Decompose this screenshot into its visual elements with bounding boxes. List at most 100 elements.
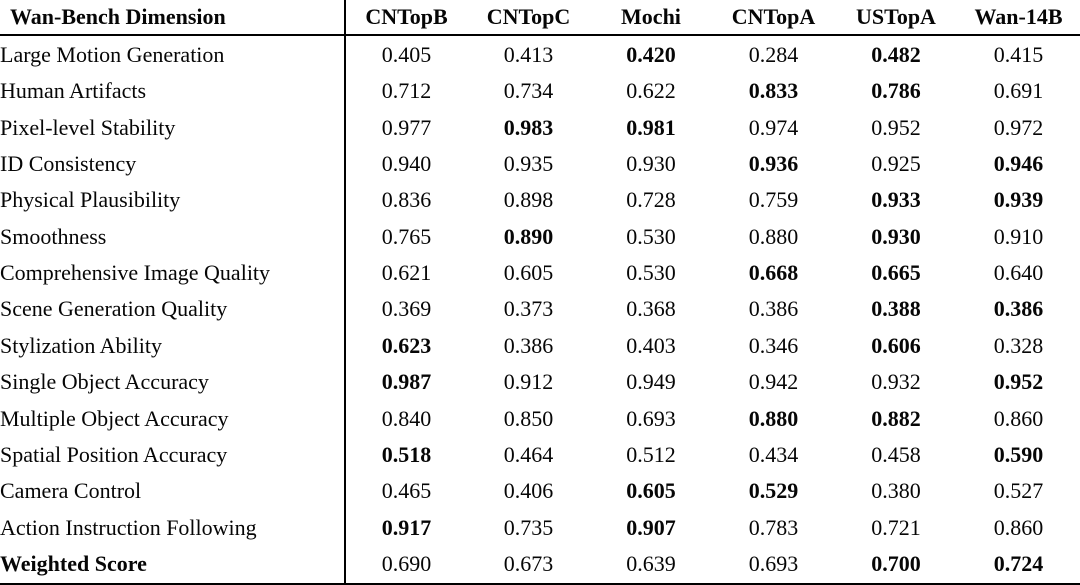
dimension-label: Smoothness bbox=[0, 223, 107, 249]
column-header-mochi: Mochi bbox=[590, 0, 712, 36]
score-cell: 0.621 bbox=[344, 254, 467, 292]
score-cell: 0.530 bbox=[626, 223, 676, 249]
table-row: Pixel-level Stability 0.977 0.983 0.981 0.97… bbox=[0, 109, 1080, 146]
dimension-label: Multiple Object Accuracy bbox=[0, 405, 229, 431]
score-cell: 0.691 bbox=[993, 78, 1044, 104]
dimension-label: Human Artifacts bbox=[0, 78, 147, 104]
score-cell: 0.328 bbox=[993, 332, 1044, 358]
column-header-cntopb: CNTopB bbox=[344, 0, 467, 36]
score-cell: 0.690 bbox=[344, 545, 467, 585]
column-header-cntopc: CNTopC bbox=[467, 0, 590, 36]
score-cell: 0.373 bbox=[503, 296, 554, 322]
score-cell: 0.724 bbox=[957, 545, 1080, 585]
score-cell: 0.380 bbox=[871, 478, 921, 504]
score-cell: 0.939 bbox=[993, 187, 1044, 213]
table-row: Physical Plausibility 0.836 0.898 0.728 0.75… bbox=[0, 182, 1080, 219]
score-cell: 0.700 bbox=[835, 545, 957, 585]
score-cell: 0.639 bbox=[590, 545, 712, 585]
score-cell: 0.850 bbox=[503, 405, 554, 431]
score-cell: 0.840 bbox=[344, 400, 467, 437]
score-cell: 0.882 bbox=[871, 405, 921, 431]
score-cell: 0.605 bbox=[626, 478, 676, 504]
dimension-label: Single Object Accuracy bbox=[0, 369, 209, 395]
score-cell: 0.977 bbox=[344, 109, 467, 146]
score-cell: 0.949 bbox=[626, 369, 676, 395]
score-cell: 0.890 bbox=[503, 223, 554, 249]
score-cell: 0.415 bbox=[993, 41, 1044, 67]
table-row: ID Consistency 0.940 0.935 0.930 0.936 0.925 0… bbox=[0, 145, 1080, 183]
score-cell: 0.880 bbox=[748, 405, 799, 431]
dimension-label: ID Consistency bbox=[0, 150, 137, 176]
score-cell: 0.590 bbox=[993, 441, 1044, 467]
score-cell: 0.952 bbox=[871, 114, 921, 140]
score-cell: 0.386 bbox=[503, 332, 554, 358]
score-cell: 0.786 bbox=[871, 78, 921, 104]
score-cell: 0.833 bbox=[748, 78, 799, 104]
score-cell: 0.734 bbox=[503, 78, 554, 104]
score-cell: 0.946 bbox=[993, 150, 1044, 176]
score-cell: 0.284 bbox=[748, 41, 799, 67]
score-cell: 0.386 bbox=[993, 296, 1044, 322]
table-row: Camera Control 0.465 0.406 0.605 0.529 0.380 0… bbox=[0, 473, 1080, 510]
score-cell: 0.368 bbox=[626, 296, 676, 322]
dimension-label: Weighted Score bbox=[0, 545, 345, 585]
column-header-ustopa: USTopA bbox=[835, 0, 957, 36]
dimension-label: Comprehensive Image Quality bbox=[0, 260, 271, 286]
table-row: Smoothness 0.765 0.890 0.530 0.880 0.930 0.910 bbox=[0, 218, 1080, 255]
dimension-label: Scene Generation Quality bbox=[0, 296, 228, 322]
table-body: Large Motion Generation 0.405 0.413 0.420 0.… bbox=[0, 35, 1080, 585]
score-cell: 0.668 bbox=[748, 260, 799, 286]
score-cell: 0.465 bbox=[344, 473, 467, 510]
score-cell: 0.836 bbox=[344, 182, 467, 219]
table-row: Comprehensive Image Quality 0.621 0.605 0.5… bbox=[0, 254, 1080, 292]
score-cell: 0.860 bbox=[993, 514, 1044, 540]
score-cell: 0.406 bbox=[503, 478, 554, 504]
table-row: Stylization Ability 0.623 0.386 0.403 0.346 0… bbox=[0, 327, 1080, 365]
dimension-label: Pixel-level Stability bbox=[0, 114, 176, 140]
score-cell: 0.413 bbox=[503, 41, 554, 67]
score-cell: 0.527 bbox=[993, 478, 1044, 504]
score-cell: 0.933 bbox=[871, 187, 921, 213]
score-cell: 0.972 bbox=[993, 114, 1044, 140]
table-row: Large Motion Generation 0.405 0.413 0.420 0.… bbox=[0, 35, 1080, 74]
score-cell: 0.721 bbox=[871, 514, 921, 540]
table-row: Single Object Accuracy 0.987 0.912 0.949 0.9… bbox=[0, 364, 1080, 401]
table-row: Multiple Object Accuracy 0.840 0.850 0.693 0… bbox=[0, 400, 1080, 437]
score-cell: 0.673 bbox=[467, 545, 590, 585]
score-cell: 0.759 bbox=[748, 187, 799, 213]
score-cell: 0.606 bbox=[871, 332, 921, 358]
score-cell: 0.464 bbox=[503, 441, 554, 467]
score-cell: 0.932 bbox=[871, 369, 921, 395]
score-cell: 0.388 bbox=[871, 296, 921, 322]
column-header-dimension: Wan-Bench Dimension bbox=[0, 0, 345, 36]
score-cell: 0.434 bbox=[748, 441, 799, 467]
score-cell: 0.458 bbox=[871, 441, 921, 467]
score-cell: 0.940 bbox=[344, 145, 467, 183]
table-row: Spatial Position Accuracy 0.518 0.464 0.512… bbox=[0, 436, 1080, 474]
score-cell: 0.693 bbox=[712, 545, 835, 585]
table-row: Action Instruction Following 0.917 0.735 0.… bbox=[0, 509, 1080, 546]
column-header-cntopa: CNTopA bbox=[712, 0, 835, 36]
score-cell: 0.529 bbox=[748, 478, 799, 504]
score-cell: 0.605 bbox=[503, 260, 554, 286]
score-cell: 0.735 bbox=[503, 514, 554, 540]
score-cell: 0.880 bbox=[748, 223, 799, 249]
score-cell: 0.623 bbox=[344, 327, 467, 365]
score-cell: 0.925 bbox=[871, 150, 921, 176]
column-header-wan14b: Wan-14B bbox=[957, 0, 1080, 36]
score-cell: 0.907 bbox=[626, 514, 676, 540]
score-cell: 0.420 bbox=[626, 41, 676, 67]
header-row: Wan-Bench Dimension CNTopB CNTopC Mochi … bbox=[0, 0, 1080, 36]
dimension-label: Camera Control bbox=[0, 478, 142, 504]
score-cell: 0.728 bbox=[626, 187, 676, 213]
score-cell: 0.693 bbox=[626, 405, 676, 431]
score-cell: 0.912 bbox=[503, 369, 554, 395]
dimension-label: Stylization Ability bbox=[0, 332, 162, 358]
score-cell: 0.512 bbox=[626, 441, 676, 467]
score-cell: 0.665 bbox=[871, 260, 921, 286]
table-header: Wan-Bench Dimension CNTopB CNTopC Mochi … bbox=[0, 0, 1080, 36]
dimension-label: Spatial Position Accuracy bbox=[0, 441, 228, 467]
score-cell: 0.917 bbox=[344, 509, 467, 546]
